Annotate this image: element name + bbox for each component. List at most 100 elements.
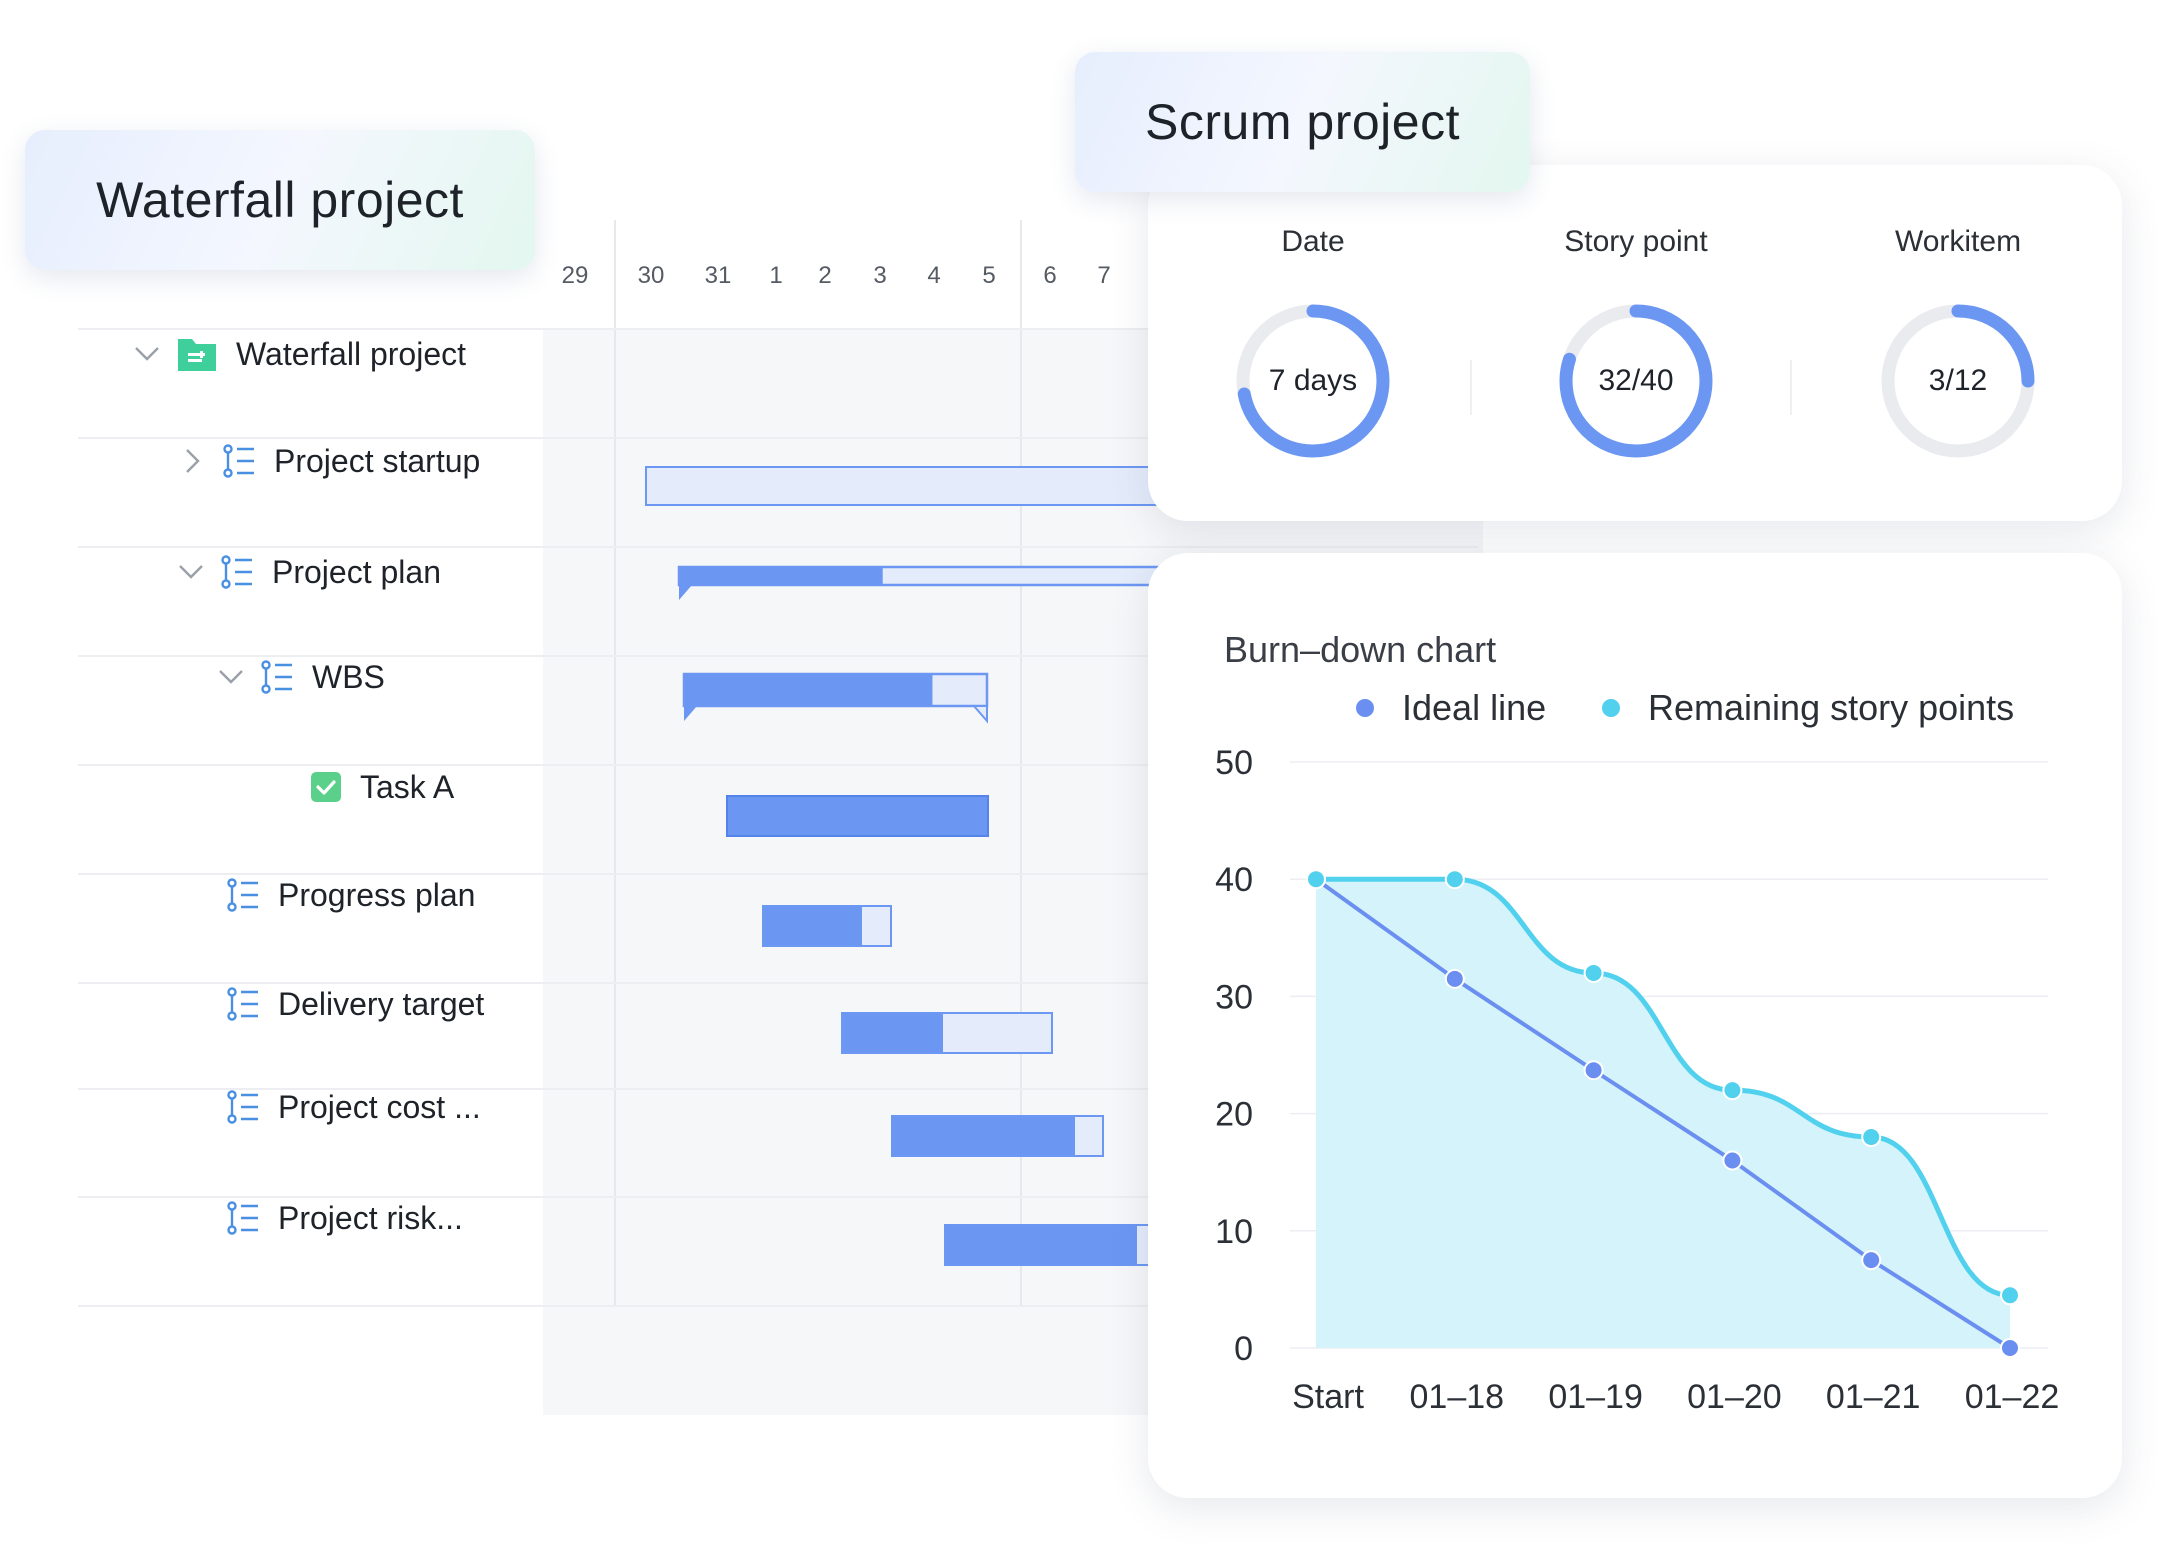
date-label: 5 (982, 262, 996, 289)
ideal-line (1314, 877, 2012, 1350)
tree-row-task-a[interactable]: Task A (310, 757, 454, 817)
gantt-bar[interactable] (841, 1012, 1053, 1054)
progress-ring (1881, 304, 2035, 458)
waterfall-project-title: Waterfall project (96, 172, 464, 228)
gantt-bar[interactable] (677, 565, 1166, 600)
date-label: 2 (818, 262, 832, 289)
stat-separator (1790, 360, 1792, 415)
gantt-bar[interactable] (726, 795, 989, 837)
row-divider (78, 328, 1478, 330)
stat-value: 7 days (1268, 364, 1358, 397)
stat-value: 3/12 (1928, 364, 1988, 397)
remaining-point (1861, 1127, 1882, 1148)
chevron-down-icon[interactable] (218, 664, 244, 690)
remaining-point (2000, 1285, 2020, 1306)
chevron-down-icon[interactable] (134, 341, 160, 367)
chevron-down-icon[interactable] (178, 559, 204, 585)
ideal-point (1722, 1150, 1743, 1171)
gantt-bar-progress (843, 1014, 943, 1052)
tree-row-waterfall-project[interactable]: Waterfall project (134, 324, 466, 384)
ideal-point (1444, 968, 1465, 989)
tree-row-wbs[interactable]: WBS (218, 647, 385, 707)
stage-icon (226, 1090, 260, 1124)
chart-title: Burn–down chart (1224, 629, 1497, 670)
gantt-bar[interactable] (944, 1224, 1165, 1266)
row-divider (78, 873, 1478, 875)
gantt-bar[interactable] (891, 1115, 1104, 1157)
ideal-line-legend-dot (1356, 699, 1374, 717)
stat-title: Story point (1564, 225, 1708, 258)
stat-separator (1470, 360, 1472, 415)
y-tick-label: 30 (1215, 978, 1253, 1016)
date-label: 7 (1097, 262, 1111, 289)
burndown-chart-card: Burn–down chart Ideal line Remaining sto… (1148, 553, 2122, 1498)
remaining-point (1583, 962, 1604, 983)
gantt-bar-progress (764, 907, 863, 945)
remaining-legend-dot (1602, 699, 1620, 717)
tree-row-label: WBS (312, 658, 385, 695)
tree-row-label: Delivery target (278, 985, 485, 1022)
tree-row-project-cost[interactable]: Project cost ... (226, 1077, 481, 1137)
tree-row-label: Progress plan (278, 876, 476, 913)
stage-icon (226, 987, 260, 1021)
legend-item-remaining-story-points[interactable]: Remaining story points (1602, 687, 2014, 729)
row-divider (78, 764, 1478, 766)
row-divider (78, 982, 1478, 984)
scrum-project-title: Scrum project (1145, 94, 1460, 150)
folder-icon (176, 333, 218, 375)
y-tick-label: 50 (1215, 744, 1253, 782)
gantt-bar-progress (893, 1117, 1075, 1155)
date-label: 30 (637, 262, 665, 289)
stat-title: Date (1281, 225, 1345, 258)
gantt-bar-progress (946, 1226, 1137, 1264)
date-label: 1 (769, 262, 783, 289)
stage-icon (226, 878, 260, 912)
remaining-point (1444, 869, 1465, 890)
remaining-point (1306, 869, 1326, 890)
remaining-point (1722, 1080, 1743, 1101)
stat-value: 32/40 (1598, 364, 1674, 397)
gantt-bar[interactable] (762, 905, 892, 947)
stage-icon (226, 1201, 260, 1235)
tree-row-label: Project plan (272, 553, 441, 590)
progress-ring (1236, 304, 1390, 458)
chevron-right-icon[interactable] (180, 448, 206, 474)
date-label: 4 (927, 262, 941, 289)
row-divider (78, 1196, 1478, 1198)
legend-item-ideal-line[interactable]: Ideal line (1356, 687, 1546, 729)
row-divider (78, 1088, 1478, 1090)
task-check-icon (310, 771, 342, 803)
week-divider (1020, 220, 1022, 1305)
y-tick-label: 0 (1234, 1330, 1253, 1368)
gantt-bar[interactable] (645, 466, 1165, 506)
tree-row-progress-plan[interactable]: Progress plan (226, 865, 475, 925)
scrum-project-label: Scrum project (1075, 52, 1530, 192)
tree-row-delivery-target[interactable]: Delivery target (226, 974, 484, 1034)
y-tick-label: 10 (1215, 1213, 1253, 1251)
legend-label: Ideal line (1402, 687, 1547, 728)
ideal-point (2000, 1338, 2020, 1358)
tree-row-project-startup[interactable]: Project startup (180, 431, 480, 491)
date-label: 3 (873, 262, 887, 289)
legend-label: Remaining story points (1648, 687, 2015, 728)
row-divider (78, 437, 1478, 439)
tree-row-project-plan[interactable]: Project plan (178, 542, 441, 602)
ideal-point (1861, 1250, 1882, 1271)
x-tick-label: 01–19 (1548, 1378, 1643, 1416)
date-label: 6 (1043, 262, 1057, 289)
ideal-point (1583, 1060, 1604, 1081)
stage-icon (260, 660, 294, 694)
tree-row-project-risk[interactable]: Project risk... (226, 1188, 463, 1248)
y-tick-label: 40 (1215, 861, 1253, 899)
tree-row-label: Task A (360, 768, 455, 805)
x-tick-label: 01–21 (1826, 1378, 1921, 1416)
row-divider (78, 546, 1478, 548)
scrum-stats-card: Date 7 days Story point 32/40 Workitem 3/1… (1148, 165, 2122, 521)
stage-icon (222, 444, 256, 478)
burndown-chart-plot: 0 10 20 30 40 50 Start 01–18 01–19 01–20 01–21 01–2… (1215, 744, 2059, 1416)
stat-title: Workitem (1894, 225, 2022, 258)
week-divider (614, 220, 616, 1305)
tree-row-label: Project startup (274, 442, 481, 479)
gantt-bar[interactable] (682, 672, 989, 724)
date-label: 29 (561, 262, 589, 289)
